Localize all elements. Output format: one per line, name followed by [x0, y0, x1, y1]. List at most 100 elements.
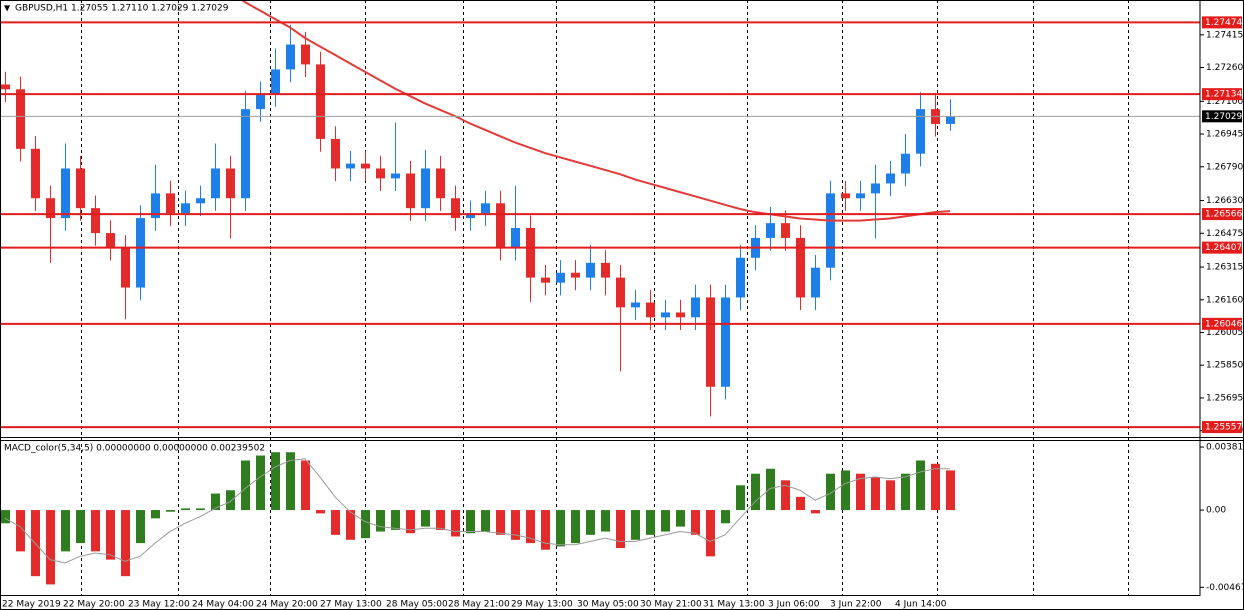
y-tick-label: 1.26945	[1206, 130, 1243, 140]
macd-bar	[811, 510, 820, 514]
macd-bar	[316, 510, 325, 514]
x-tick-label: 31 May 13:00	[703, 600, 765, 610]
macd-bar	[901, 473, 910, 511]
macd-bar	[256, 455, 265, 511]
macd-bar	[346, 510, 355, 540]
x-tick-label: 4 Jun 14:00	[895, 600, 947, 610]
macd-bar	[391, 510, 400, 530]
macd-bar	[556, 510, 565, 547]
macd-bar	[631, 510, 640, 540]
y-tick-label: 1.26630	[1206, 196, 1243, 206]
macd-bar	[646, 510, 655, 535]
candle-body	[631, 302, 640, 308]
macd-bar	[751, 473, 760, 511]
macd-bar	[841, 470, 850, 511]
candle-body	[391, 173, 400, 179]
candle-body	[211, 168, 220, 199]
candle-body	[286, 44, 295, 70]
candle-body	[586, 262, 595, 278]
macd-bar	[916, 460, 925, 511]
macd-bar	[466, 510, 475, 534]
candle-body	[616, 277, 625, 308]
candle-body	[61, 168, 70, 219]
macd-bar	[766, 468, 775, 511]
candle-body	[496, 203, 505, 248]
macd-bar	[271, 452, 280, 511]
macd-bar	[796, 496, 805, 511]
macd-bar	[676, 510, 685, 527]
candle-body	[271, 69, 280, 95]
chart-title: GBPUSD,H1 1.27055 1.27110 1.27029 1.2702…	[15, 4, 229, 14]
y-tick-label: -0.004674	[1206, 583, 1244, 593]
candle-body	[166, 193, 175, 214]
candle-body	[361, 163, 370, 169]
candle-body	[256, 94, 265, 110]
candle-body	[241, 109, 250, 199]
macd-bar	[211, 493, 220, 511]
candle-body	[781, 223, 790, 238]
macd-bar	[196, 508, 205, 511]
candle-body	[106, 233, 115, 248]
candle-body	[721, 297, 730, 387]
macd-bar	[1, 510, 10, 524]
macd-bar	[721, 510, 730, 524]
candle-body	[826, 193, 835, 268]
candle-body	[31, 148, 40, 199]
candle-body	[706, 297, 715, 387]
x-tick-label: 30 May 05:00	[577, 600, 639, 610]
macd-bar	[931, 463, 940, 511]
macd-bar	[946, 470, 955, 511]
candle-body	[871, 183, 880, 194]
candle-body	[406, 173, 415, 209]
y-tick-label: 1.27100	[1206, 97, 1243, 107]
candle-body	[766, 223, 775, 238]
candle-body	[916, 109, 925, 154]
macd-bar	[496, 510, 505, 535]
macd-bar	[781, 480, 790, 511]
candle-body	[331, 138, 340, 169]
macd-bar	[586, 510, 595, 535]
macd-bar	[706, 510, 715, 557]
macd-bar	[61, 510, 70, 552]
level-box	[1202, 421, 1242, 434]
macd-bar	[301, 460, 310, 511]
candle-body	[91, 208, 100, 234]
candle-body	[601, 262, 610, 278]
candle-body	[526, 228, 535, 278]
candle-body	[556, 272, 565, 283]
moving-average	[240, 0, 951, 222]
macd-bar	[361, 510, 370, 539]
candle-body	[436, 168, 445, 199]
x-tick-label: 27 May 13:00	[320, 600, 382, 610]
macd-bar	[166, 510, 175, 512]
candle-body	[811, 267, 820, 298]
candle-body	[541, 277, 550, 283]
level-box	[1202, 317, 1242, 330]
x-tick-label: 28 May 05:00	[386, 600, 448, 610]
candle-body	[1, 84, 10, 90]
macd-bar	[571, 510, 580, 544]
x-tick-label: 22 May 2019	[2, 600, 61, 610]
level-box	[1202, 88, 1242, 101]
macd-bar	[241, 460, 250, 511]
candle-body	[676, 312, 685, 318]
x-tick-label: 24 May 04:00	[192, 600, 254, 610]
x-tick-label: 29 May 13:00	[511, 600, 573, 610]
y-tick-label: 1.27415	[1206, 30, 1243, 40]
macd-bar	[226, 490, 235, 511]
macd-title: MACD_color(5,34,5) 0.00000000 0.00000000…	[4, 444, 265, 454]
y-tick-label: 1.26475	[1206, 229, 1243, 239]
candle-body	[451, 198, 460, 219]
y-tick-label: 1.26160	[1206, 295, 1243, 305]
signal-line	[4, 458, 950, 564]
level-label: 1.26407	[1205, 243, 1242, 253]
macd-bar	[541, 510, 550, 550]
y-tick-label: 1.25695	[1206, 393, 1243, 403]
candle-body	[481, 203, 490, 214]
level-box	[1202, 16, 1242, 29]
candle-body	[661, 312, 670, 318]
candle-body	[151, 193, 160, 219]
macd-bar	[91, 510, 100, 552]
macd-bar	[871, 477, 880, 511]
candle-body	[901, 153, 910, 174]
